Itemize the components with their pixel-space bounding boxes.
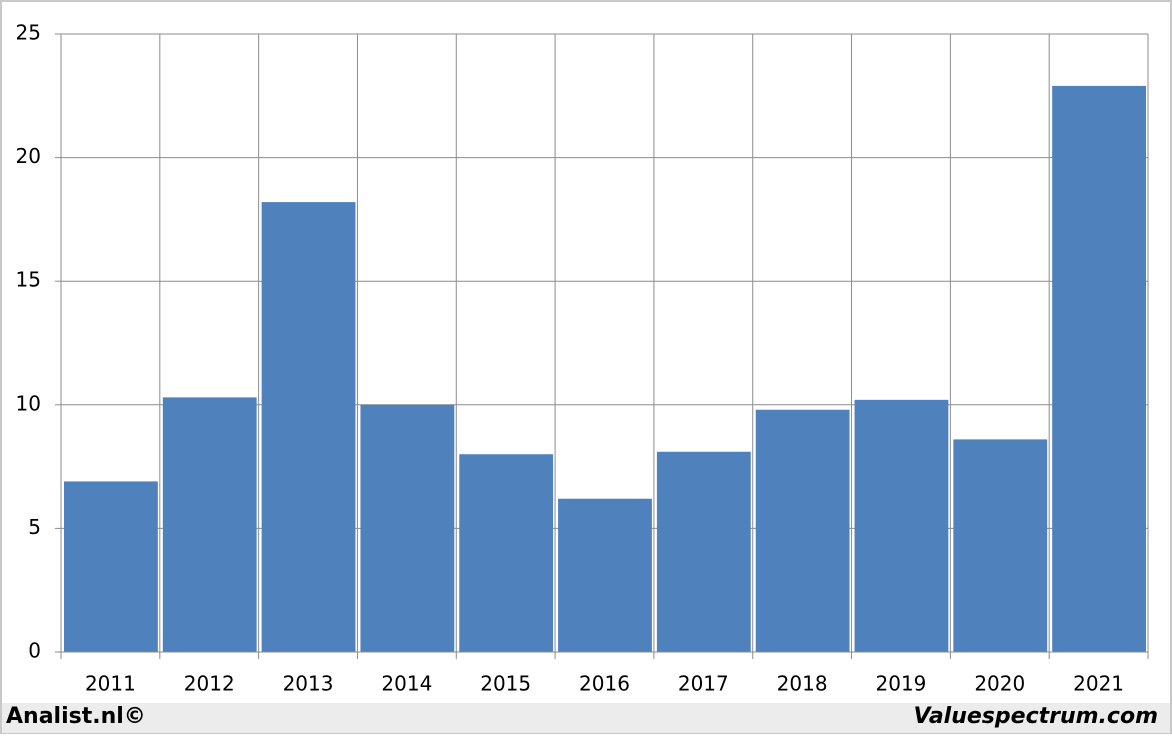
y-tick-label: 5: [28, 515, 41, 539]
y-tick-label: 15: [16, 268, 41, 292]
x-tick-label: 2011: [85, 672, 136, 696]
bar: [459, 454, 554, 652]
bar: [261, 202, 356, 652]
bar: [656, 451, 751, 652]
x-tick-label: 2020: [974, 672, 1025, 696]
x-tick-label: 2012: [184, 672, 235, 696]
x-tick-label: 2018: [777, 672, 828, 696]
footer-band: [2, 703, 1170, 733]
bar: [854, 399, 949, 652]
y-tick-label: 0: [28, 639, 41, 663]
x-tick-label: 2019: [876, 672, 927, 696]
bar: [64, 481, 158, 652]
bar: [1052, 85, 1146, 653]
y-tick-label: 20: [16, 144, 41, 168]
bar: [162, 397, 257, 652]
x-tick-label: 2017: [678, 672, 729, 696]
x-tick-label: 2016: [579, 672, 630, 696]
x-tick-label: 2015: [480, 672, 531, 696]
bar: [953, 439, 1048, 652]
x-tick-label: 2014: [381, 672, 432, 696]
footer-right: Valuespectrum.com: [914, 704, 1158, 729]
footer-left: Analist.nl©: [6, 704, 146, 729]
bar: [755, 409, 850, 652]
y-tick-label: 25: [16, 21, 41, 45]
bar: [558, 498, 652, 652]
y-tick-label: 10: [16, 391, 41, 415]
bar: [360, 404, 455, 652]
x-tick-label: 2021: [1073, 672, 1124, 696]
x-tick-label: 2013: [283, 672, 334, 696]
